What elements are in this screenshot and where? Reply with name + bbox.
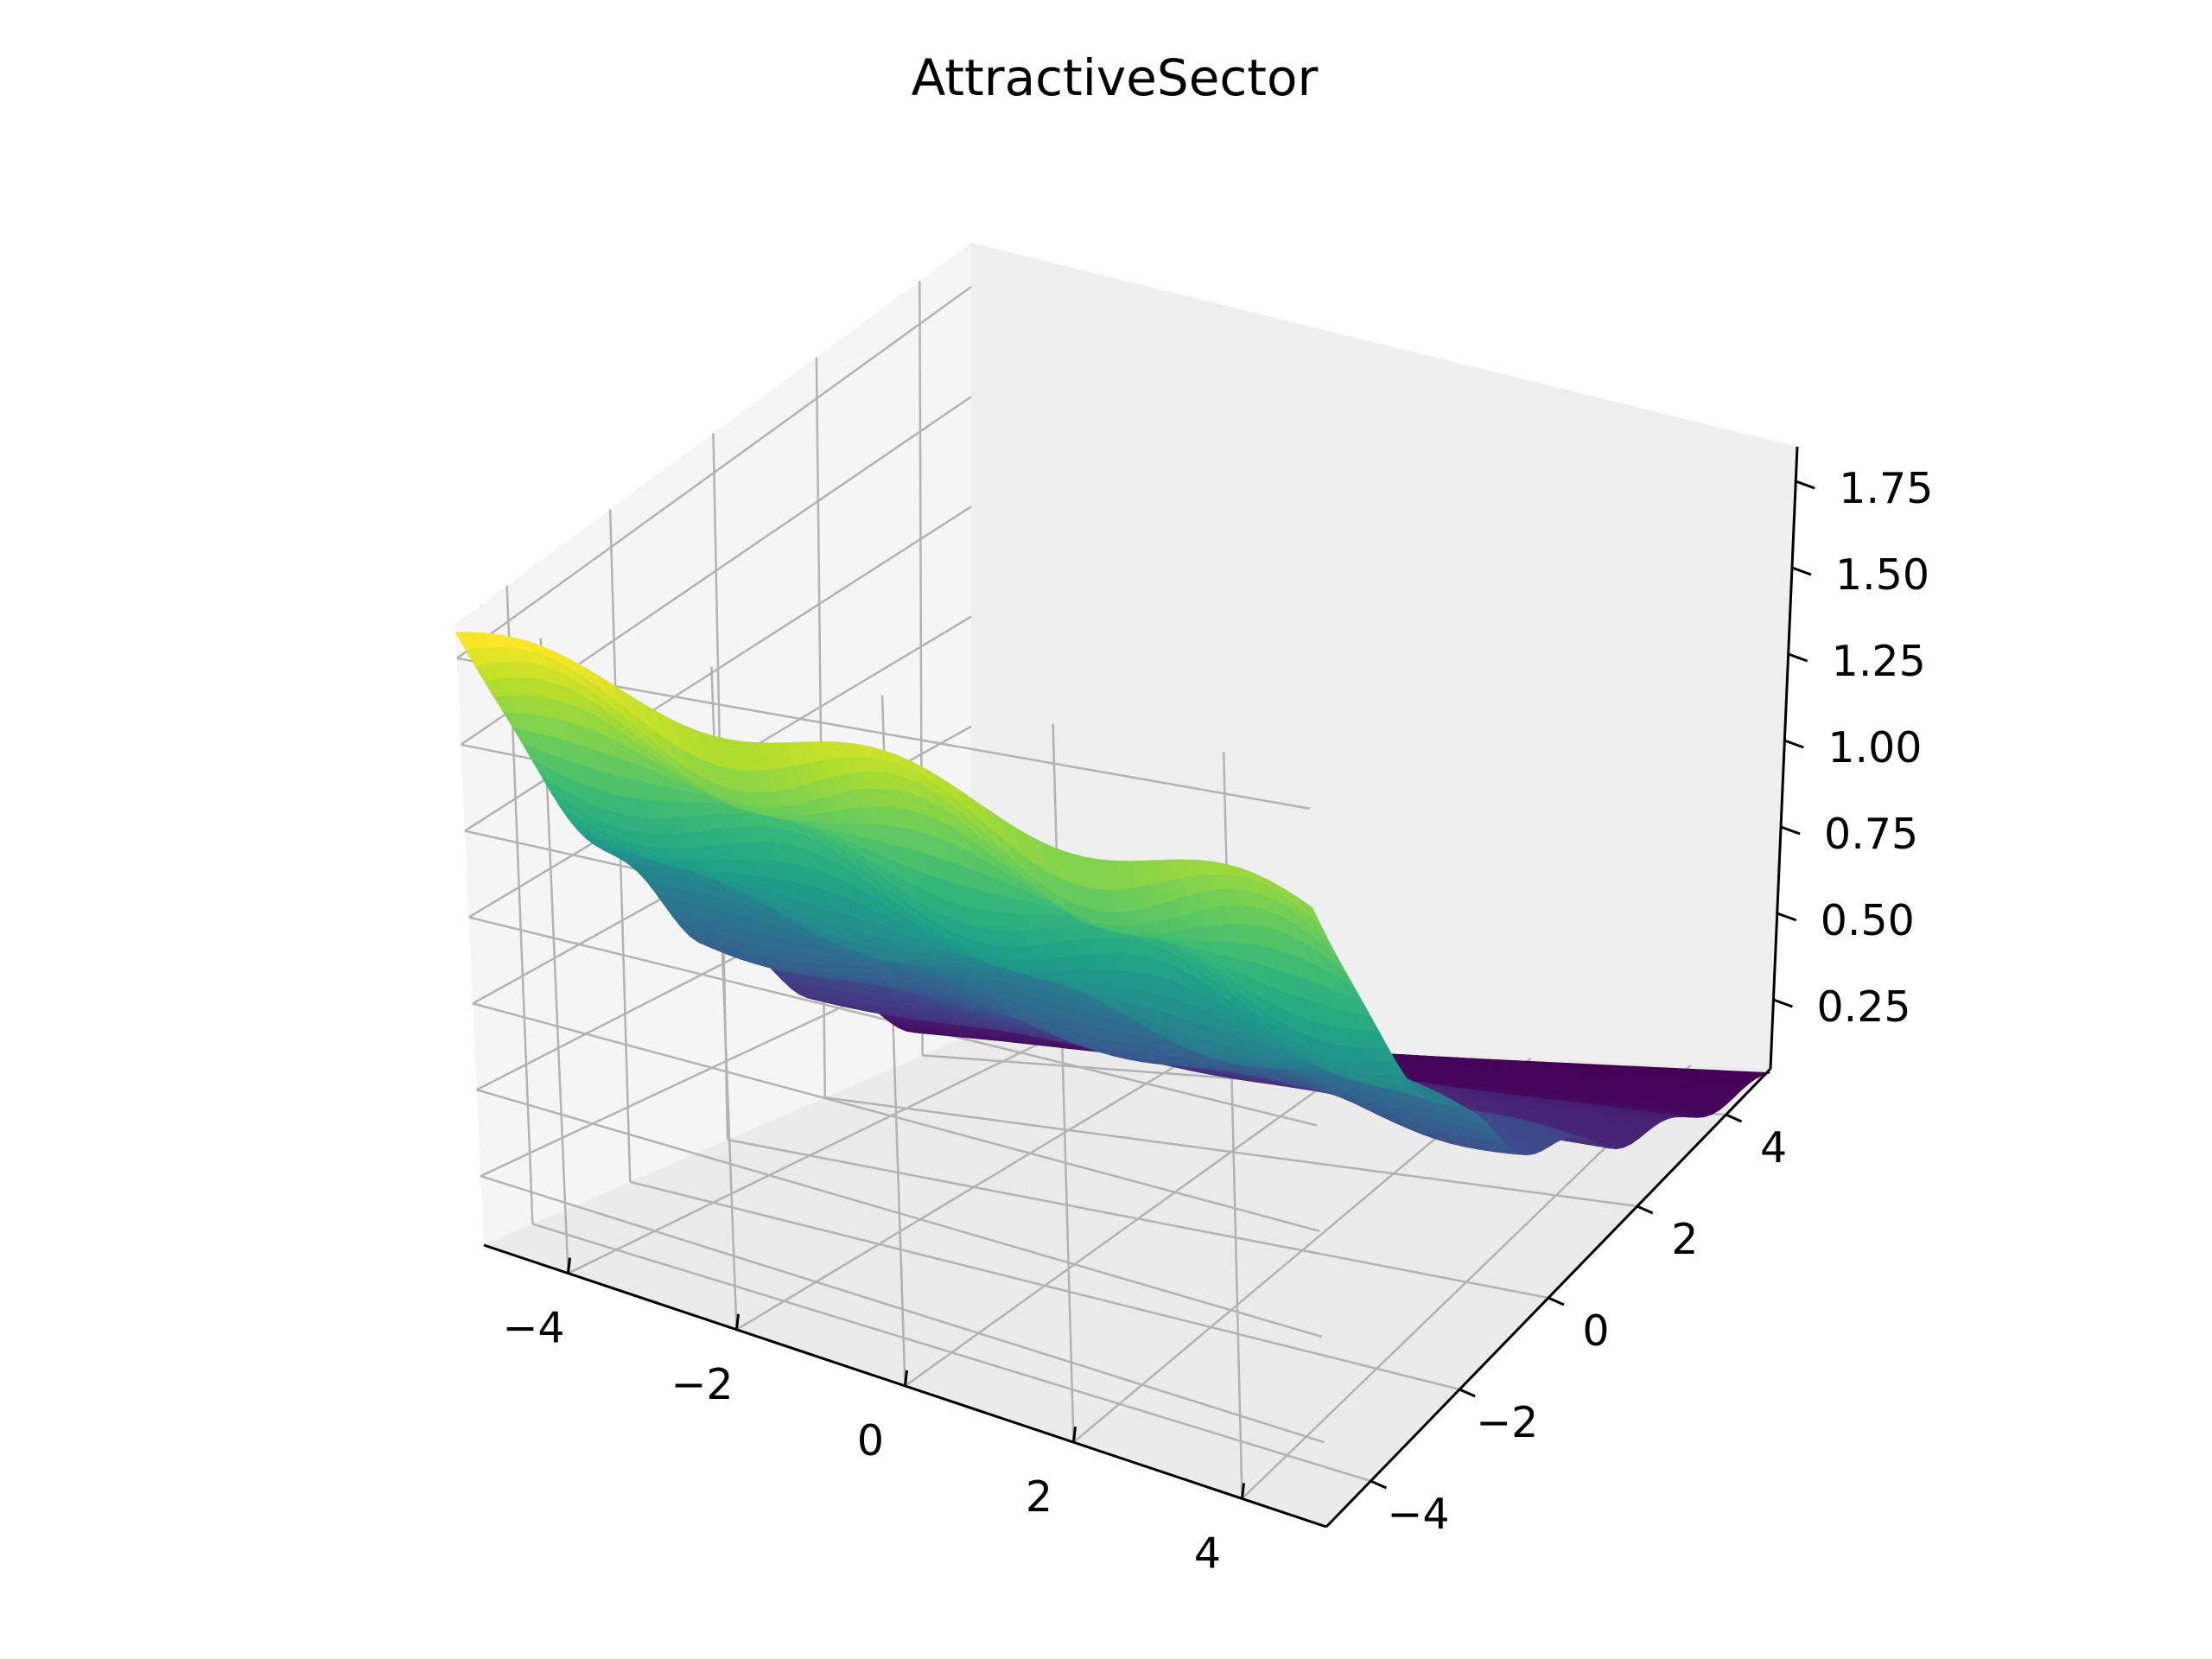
- floor-gridline-y: [567, 1036, 1052, 1274]
- z-tick-mark: [1772, 998, 1793, 1008]
- z-tick-mark: [1788, 652, 1808, 663]
- floor-gridline-y: [904, 1050, 1372, 1388]
- y-tick-mark: [1637, 1205, 1654, 1215]
- y-tick-label: 2: [1671, 1215, 1698, 1264]
- x-tick-mark: [1072, 1427, 1077, 1443]
- y-tick-mark: [1725, 1113, 1743, 1123]
- x-tick-label: 4: [1194, 1529, 1221, 1578]
- x-tick-label: −2: [671, 1360, 733, 1409]
- z-tick-label: 0.50: [1821, 896, 1915, 945]
- x-tick-mark: [904, 1370, 908, 1387]
- left-pane-gridline-z: [472, 1002, 1320, 1232]
- axes: [483, 446, 1815, 1529]
- y-tick-mark: [1370, 1479, 1388, 1490]
- left-pane-gridline-y: [1052, 723, 1075, 1443]
- chart-title: AttractiveSector: [912, 48, 1319, 107]
- z-tick-label: 1.00: [1827, 723, 1922, 772]
- z-tick-mark: [1777, 912, 1797, 922]
- z-tick-label: 0.75: [1824, 810, 1918, 859]
- z-tick-label: 0.25: [1816, 982, 1910, 1032]
- z-axis-line: [1769, 446, 1799, 1070]
- z-tick-mark: [1780, 825, 1801, 836]
- x-tick-label: 0: [857, 1416, 884, 1465]
- z-tick-mark: [1783, 739, 1804, 749]
- x-tick-label: −4: [502, 1304, 564, 1353]
- x-tick-mark: [735, 1313, 740, 1330]
- x-tick-mark: [1241, 1483, 1245, 1499]
- y-tick-label: 0: [1582, 1306, 1609, 1356]
- y-tick-mark: [1459, 1388, 1476, 1398]
- x-tick-mark: [567, 1257, 571, 1274]
- surface: [454, 632, 1770, 1156]
- y-tick-label: −2: [1476, 1398, 1538, 1447]
- z-tick-mark: [1795, 480, 1815, 490]
- z-tick-label: 1.25: [1832, 637, 1926, 686]
- left-pane-gridline-z: [480, 1174, 1325, 1444]
- x-tick-label: 2: [1026, 1472, 1052, 1522]
- tick-labels: −4 −2 0 2 4 −4 −2 0 2 4 0.25 0.50 0.75 1.00 1.25 1.50 1.…: [502, 464, 1933, 1578]
- z-tick-mark: [1791, 566, 1812, 576]
- y-tick-label: 4: [1760, 1123, 1787, 1173]
- surface-patch: [1297, 897, 1321, 926]
- y-tick-label: −4: [1387, 1490, 1449, 1539]
- z-tick-label: 1.50: [1835, 550, 1929, 600]
- back-pane-gridline-z: [456, 285, 972, 659]
- left-pane-gridline-z: [476, 1089, 1323, 1338]
- z-tick-label: 1.75: [1839, 464, 1933, 513]
- y-tick-mark: [1548, 1296, 1565, 1306]
